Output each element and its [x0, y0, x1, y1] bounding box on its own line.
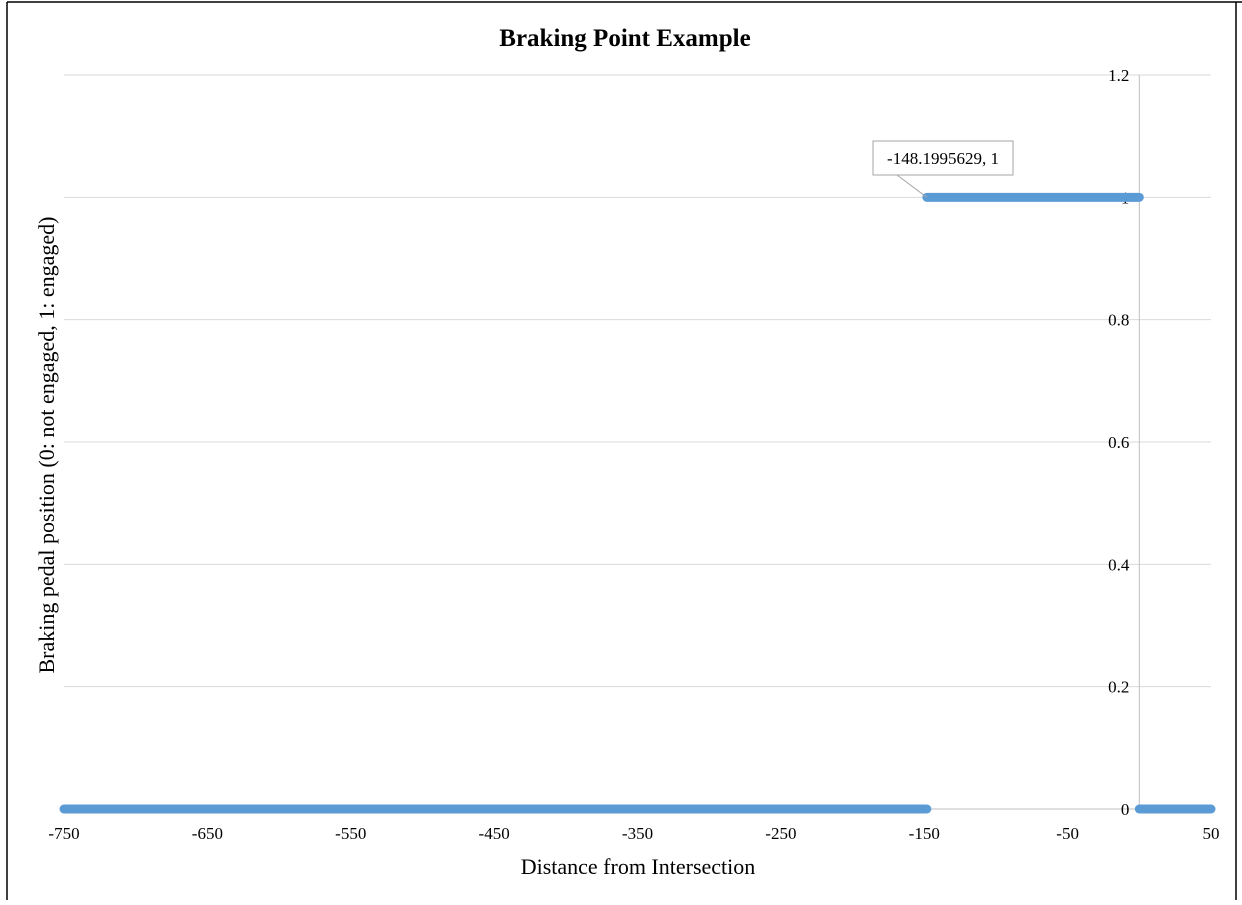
- y-tick-label: 0.4: [1108, 555, 1130, 574]
- grid-lines: [64, 74, 1211, 688]
- annotations: -148.1995629, 1: [872, 140, 1014, 198]
- x-tick-label: -250: [765, 824, 796, 843]
- x-tick-label: -750: [48, 824, 79, 843]
- x-tick-label: -450: [479, 824, 510, 843]
- chart-title: Braking Point Example: [499, 25, 750, 52]
- x-tick-label: -50: [1056, 824, 1079, 843]
- data-series: [59, 192, 1216, 814]
- y-tick-label: 0.2: [1108, 678, 1129, 697]
- data-label-box: [872, 140, 1014, 176]
- data-label: -148.1995629, 1: [887, 149, 999, 168]
- x-tick-label: -650: [192, 824, 223, 843]
- y-axis-label: Braking pedal position (0: not engaged, …: [34, 217, 59, 674]
- x-axis-label: Distance from Intersection: [521, 854, 756, 879]
- annotation-leader: [896, 174, 928, 198]
- x-tick-label: -150: [909, 824, 940, 843]
- axes: -750 -650 -550 -450 -350 -250 -150 -50 50 0 0.2 0.4…: [48, 66, 1219, 843]
- y-tick-label: 0: [1121, 800, 1130, 819]
- y-tick-label: 0.8: [1108, 311, 1129, 330]
- x-tick-label: -350: [622, 824, 653, 843]
- y-tick-label: 0.6: [1108, 433, 1129, 452]
- y-tick-label: 1.2: [1108, 66, 1129, 85]
- x-tick-label: -550: [335, 824, 366, 843]
- x-tick-label: 50: [1203, 824, 1220, 843]
